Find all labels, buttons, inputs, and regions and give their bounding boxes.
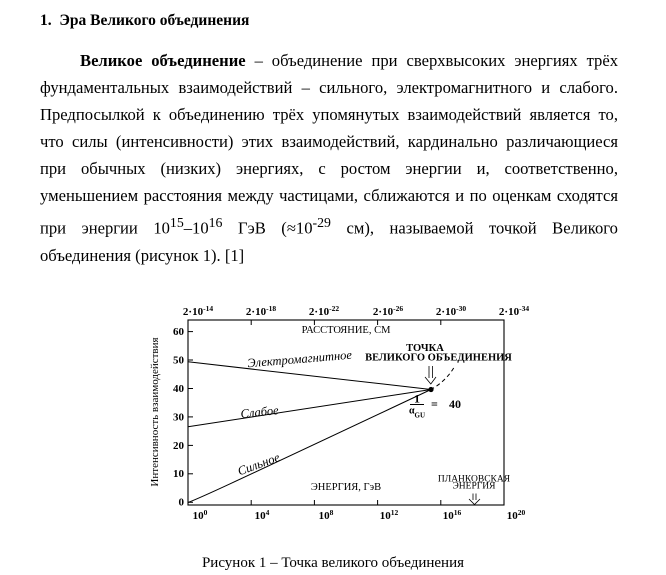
svg-text:ЭНЕРГИЯ: ЭНЕРГИЯ [453, 482, 497, 492]
svg-text:ВЕЛИКОГО ОБЪЕДИНЕНИЯ: ВЕЛИКОГО ОБЪЕДИНЕНИЯ [365, 352, 512, 363]
svg-text:104: 104 [255, 508, 270, 523]
svg-text:40: 40 [449, 397, 461, 411]
svg-text:2·10-14: 2·10-14 [183, 305, 213, 318]
svg-text:100: 100 [193, 508, 208, 523]
svg-text:30: 30 [173, 412, 185, 424]
svg-text:Сильное: Сильное [236, 450, 282, 478]
svg-text:αGU: αGU [409, 406, 425, 420]
svg-text:1012: 1012 [380, 508, 399, 523]
svg-text:2·10-18: 2·10-18 [246, 305, 276, 318]
svg-text:60: 60 [173, 326, 185, 338]
svg-text:Интенсивность взаимодействия: Интенсивность взаимодействия [149, 337, 161, 486]
svg-text:20: 20 [173, 440, 185, 452]
svg-text:40: 40 [173, 383, 185, 395]
svg-text:Электромагнитное: Электромагнитное [247, 348, 353, 371]
svg-text:=: = [431, 397, 438, 411]
svg-text:2·10-34: 2·10-34 [499, 305, 529, 318]
svg-text:Слабое: Слабое [240, 403, 280, 421]
svg-text:108: 108 [319, 508, 334, 523]
svg-text:2·10-22: 2·10-22 [309, 305, 339, 318]
svg-text:10: 10 [173, 468, 185, 480]
svg-text:ЭНЕРГИЯ, ГэВ: ЭНЕРГИЯ, ГэВ [311, 482, 381, 493]
svg-text:0: 0 [179, 497, 185, 509]
svg-text:1: 1 [414, 392, 420, 406]
svg-text:1016: 1016 [443, 508, 462, 523]
svg-text:2·10-30: 2·10-30 [436, 305, 466, 318]
svg-text:50: 50 [173, 355, 185, 367]
svg-text:1020: 1020 [507, 508, 526, 523]
svg-text:РАССТОЯНИЕ, СМ: РАССТОЯНИЕ, СМ [302, 325, 392, 336]
svg-text:2·10-26: 2·10-26 [373, 305, 403, 318]
